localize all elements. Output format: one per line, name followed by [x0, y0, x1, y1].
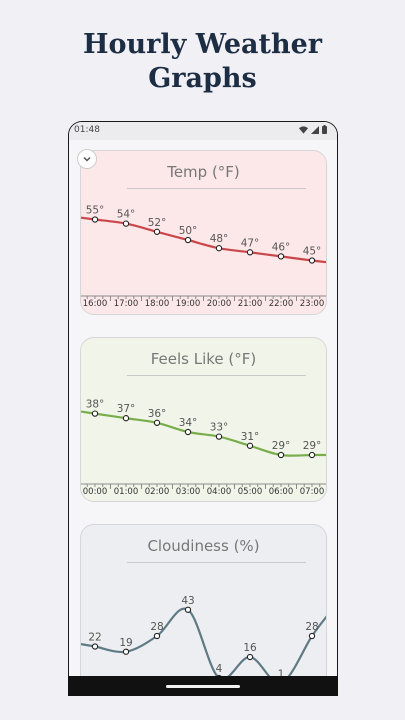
temp-data-point[interactable]	[184, 236, 192, 244]
cloudiness-data-label: 43	[181, 595, 194, 607]
cloudiness-data-point[interactable]	[308, 632, 316, 640]
feels-like-hour-label: 01:00	[114, 487, 139, 497]
feels-like-data-point[interactable]	[308, 451, 316, 459]
status-bar: 01:48	[69, 122, 337, 140]
title-divider	[127, 562, 306, 563]
temp-data-label: 52°	[148, 217, 167, 229]
feels-like-hour-label: 04:00	[207, 487, 232, 497]
temp-data-label: 55°	[86, 205, 105, 217]
chevron-down-icon	[83, 156, 91, 162]
feels-like-chart: 38° 00:00 37° 01:00 36° 02:00 34° 03:00 33° 04:00…	[81, 399, 326, 497]
feels-like-data-point[interactable]	[246, 442, 254, 449]
feels-like-data-point[interactable]	[215, 433, 223, 440]
feels-like-data-label: 38°	[86, 399, 105, 411]
temp-hour-label: 16:00	[83, 299, 108, 309]
cloudiness-data-label: 16	[243, 642, 257, 654]
cloudiness-data-point[interactable]	[246, 653, 254, 661]
feels-like-data-label: 36°	[148, 408, 167, 420]
cloudiness-data-label: 4	[216, 663, 223, 675]
collapse-button[interactable]	[77, 149, 97, 169]
temp-data-label: 50°	[179, 225, 198, 237]
feels-like-data-label: 29°	[303, 440, 322, 452]
hero-title-line-1: Hourly Weather	[82, 29, 323, 60]
temp-data-label: 46°	[272, 241, 291, 253]
feels-like-data-point[interactable]	[153, 419, 161, 426]
feels-like-chart-title: Feels Like (°F)	[150, 350, 257, 368]
feels-like-hour-label: 03:00	[176, 487, 201, 497]
cloudiness-chart-card[interactable]: Cloudiness (%) 2208:001909:002810:004311…	[80, 524, 327, 689]
temp-data-point[interactable]	[122, 220, 130, 227]
temp-hour-label: 22:00	[269, 299, 294, 309]
cloudiness-chart: 2208:001909:002810:004311:00412:001613:0…	[81, 595, 326, 687]
feels-like-hour-label: 05:00	[238, 487, 263, 497]
cloudiness-data-point[interactable]	[153, 632, 161, 640]
title-divider	[127, 375, 306, 376]
status-icons	[299, 125, 327, 134]
temp-hour-label: 20:00	[207, 299, 232, 309]
temp-hour-label: 19:00	[176, 299, 201, 309]
temp-data-label: 47°	[241, 237, 260, 249]
cloudiness-data-label: 22	[88, 632, 101, 644]
cloudiness-data-point[interactable]	[122, 648, 130, 655]
temp-data-point[interactable]	[277, 253, 285, 260]
feels-like-data-point[interactable]	[91, 410, 99, 417]
feels-like-data-label: 37°	[117, 403, 136, 415]
wifi-icon	[299, 125, 308, 134]
cloudiness-data-point[interactable]	[91, 643, 99, 650]
feels-like-data-point[interactable]	[184, 428, 192, 436]
cloudiness-series-line	[81, 607, 326, 685]
temp-data-point[interactable]	[308, 257, 316, 264]
cloudiness-data-label: 28	[150, 621, 163, 633]
signal-icon	[311, 125, 319, 134]
temp-chart-card[interactable]: Temp (°F) 55° 16:00 54° 17:00 52° 18:00 50° 19:…	[80, 150, 327, 315]
temp-hour-label: 23:00	[300, 299, 325, 309]
feels-like-data-point[interactable]	[277, 451, 285, 459]
temp-data-point[interactable]	[215, 245, 223, 252]
feels-like-data-label: 31°	[241, 431, 260, 443]
cloudiness-data-label: 28	[305, 621, 318, 633]
temp-chart-title: Temp (°F)	[167, 163, 240, 181]
app-screen: 01:48 Temp (°F) 55° 16:00 54° 17:00 52° 18:00…	[69, 122, 337, 696]
feels-like-hour-label: 06:00	[269, 487, 294, 497]
temp-data-point[interactable]	[246, 249, 254, 256]
feels-like-data-label: 29°	[272, 440, 291, 452]
cloudiness-chart-title: Cloudiness (%)	[147, 537, 260, 555]
temp-hour-label: 17:00	[114, 299, 139, 309]
cloudiness-data-label: 1	[278, 668, 285, 680]
cloudiness-data-point[interactable]	[184, 606, 192, 613]
feels-like-hour-label: 02:00	[145, 487, 170, 497]
feels-like-hour-label: 00:00	[83, 487, 108, 497]
temp-chart: 55° 16:00 54° 17:00 52° 18:00 50° 19:00 48° 20:00…	[81, 205, 326, 309]
feels-like-hour-label: 07:00	[300, 487, 325, 497]
feels-like-data-label: 33°	[210, 422, 229, 434]
temp-data-label: 54°	[117, 209, 136, 221]
cloudiness-data-label: 19	[119, 637, 132, 649]
temp-data-label: 45°	[303, 246, 322, 258]
temp-data-point[interactable]	[91, 216, 99, 223]
temp-hour-label: 21:00	[238, 299, 263, 309]
feels-like-chart-card[interactable]: Feels Like (°F) 38° 00:00 37° 01:00 36° 02:00…	[80, 337, 327, 502]
feels-like-series-line	[81, 410, 326, 457]
feels-like-data-point[interactable]	[122, 415, 130, 422]
battery-icon	[322, 125, 327, 134]
status-time: 01:48	[74, 125, 100, 135]
home-indicator[interactable]	[166, 685, 240, 688]
feels-like-data-label: 34°	[179, 417, 198, 429]
navigation-bar	[68, 676, 338, 696]
title-divider	[127, 188, 306, 189]
temp-hour-label: 18:00	[145, 299, 170, 309]
phone-frame: 01:48 Temp (°F) 55° 16:00 54° 17:00 52° 18:00…	[68, 121, 338, 696]
temp-data-point[interactable]	[153, 228, 161, 235]
temp-data-label: 48°	[210, 233, 229, 245]
temp-series-line	[81, 216, 326, 264]
hero-title: Hourly Weather Graphs	[0, 28, 405, 96]
hero-title-line-2: Graphs	[148, 63, 257, 94]
